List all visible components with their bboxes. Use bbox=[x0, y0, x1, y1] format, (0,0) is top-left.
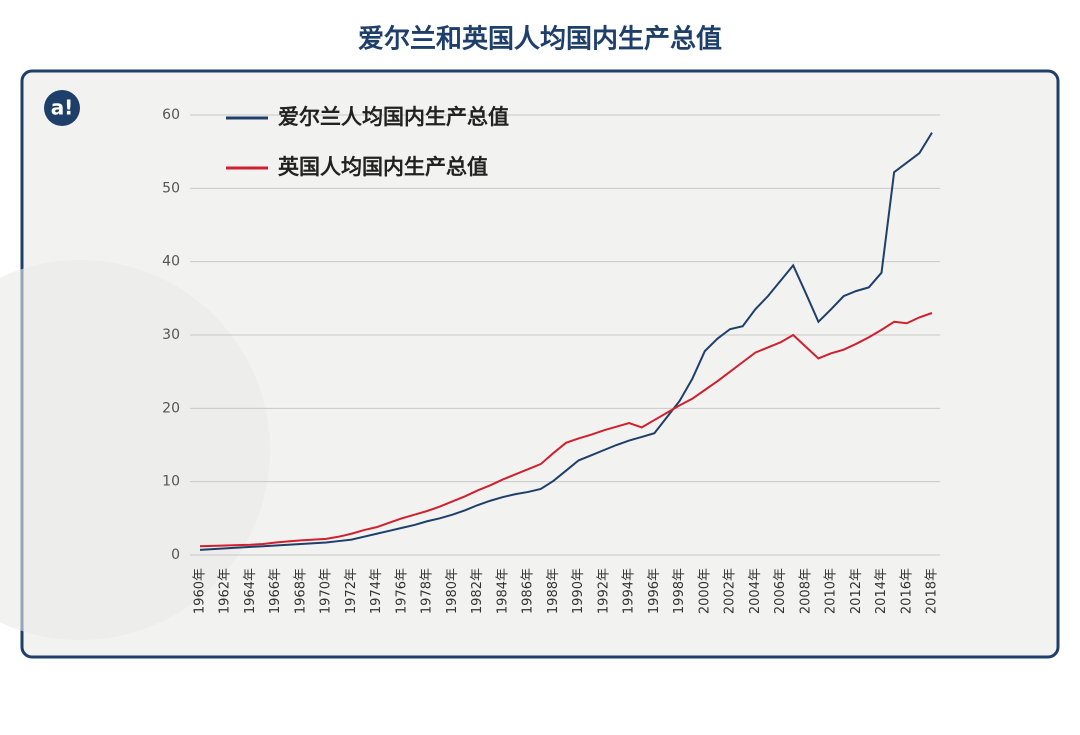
logo-mark: a! bbox=[51, 96, 74, 120]
y-tick-label: 20 bbox=[162, 400, 180, 416]
y-tick-label: 10 bbox=[162, 474, 180, 490]
x-tick-label: 1974年 bbox=[369, 568, 384, 614]
y-tick-label: 50 bbox=[162, 180, 180, 196]
chart-title: 爱尔兰和英国人均国内生产总值 bbox=[358, 24, 722, 55]
x-tick-label: 1962年 bbox=[218, 568, 233, 614]
x-tick-label: 1984年 bbox=[495, 568, 510, 614]
x-tick-label: 1992年 bbox=[596, 568, 611, 614]
x-tick-label: 1976年 bbox=[394, 568, 409, 614]
series-line bbox=[199, 132, 933, 551]
x-tick-label: 2008年 bbox=[798, 568, 813, 614]
x-tick-label: 1986年 bbox=[521, 568, 536, 614]
x-tick-label: 1960年 bbox=[193, 568, 208, 614]
x-tick-label: 1964年 bbox=[243, 568, 258, 614]
x-tick-label: 2018年 bbox=[925, 568, 940, 614]
x-tick-label: 2012年 bbox=[849, 568, 864, 614]
series-line bbox=[199, 312, 933, 548]
x-tick-label: 1968年 bbox=[293, 568, 308, 614]
y-tick-label: 40 bbox=[162, 254, 180, 270]
x-tick-label: 1972年 bbox=[344, 568, 359, 614]
x-tick-label: 1978年 bbox=[420, 568, 435, 614]
logo bbox=[44, 90, 80, 126]
x-tick-label: 2002年 bbox=[723, 568, 738, 614]
y-tick-label: 60 bbox=[162, 107, 180, 123]
x-tick-label: 2006年 bbox=[773, 568, 788, 614]
x-tick-label: 1982年 bbox=[470, 568, 485, 614]
x-tick-label: 1980年 bbox=[445, 568, 460, 614]
legend-label: 英国人均国内生产总值 bbox=[278, 155, 488, 179]
x-tick-label: 2014年 bbox=[874, 568, 889, 614]
x-tick-label: 1990年 bbox=[571, 568, 586, 614]
x-tick-label: 2000年 bbox=[697, 568, 712, 614]
x-tick-label: 1996年 bbox=[647, 568, 662, 614]
y-tick-label: 30 bbox=[162, 327, 180, 343]
x-tick-label: 1994年 bbox=[622, 568, 637, 614]
x-tick-label: 1998年 bbox=[672, 568, 687, 614]
y-tick-label: 0 bbox=[171, 547, 180, 563]
x-tick-label: 1970年 bbox=[319, 568, 334, 614]
x-tick-label: 1966年 bbox=[268, 568, 283, 614]
x-tick-label: 2010年 bbox=[824, 568, 839, 614]
x-tick-label: 1988年 bbox=[546, 568, 561, 614]
x-tick-label: 2016年 bbox=[899, 568, 914, 614]
watermark bbox=[0, 260, 270, 640]
legend-label: 爱尔兰人均国内生产总值 bbox=[278, 105, 509, 129]
x-tick-label: 2004年 bbox=[748, 568, 763, 614]
